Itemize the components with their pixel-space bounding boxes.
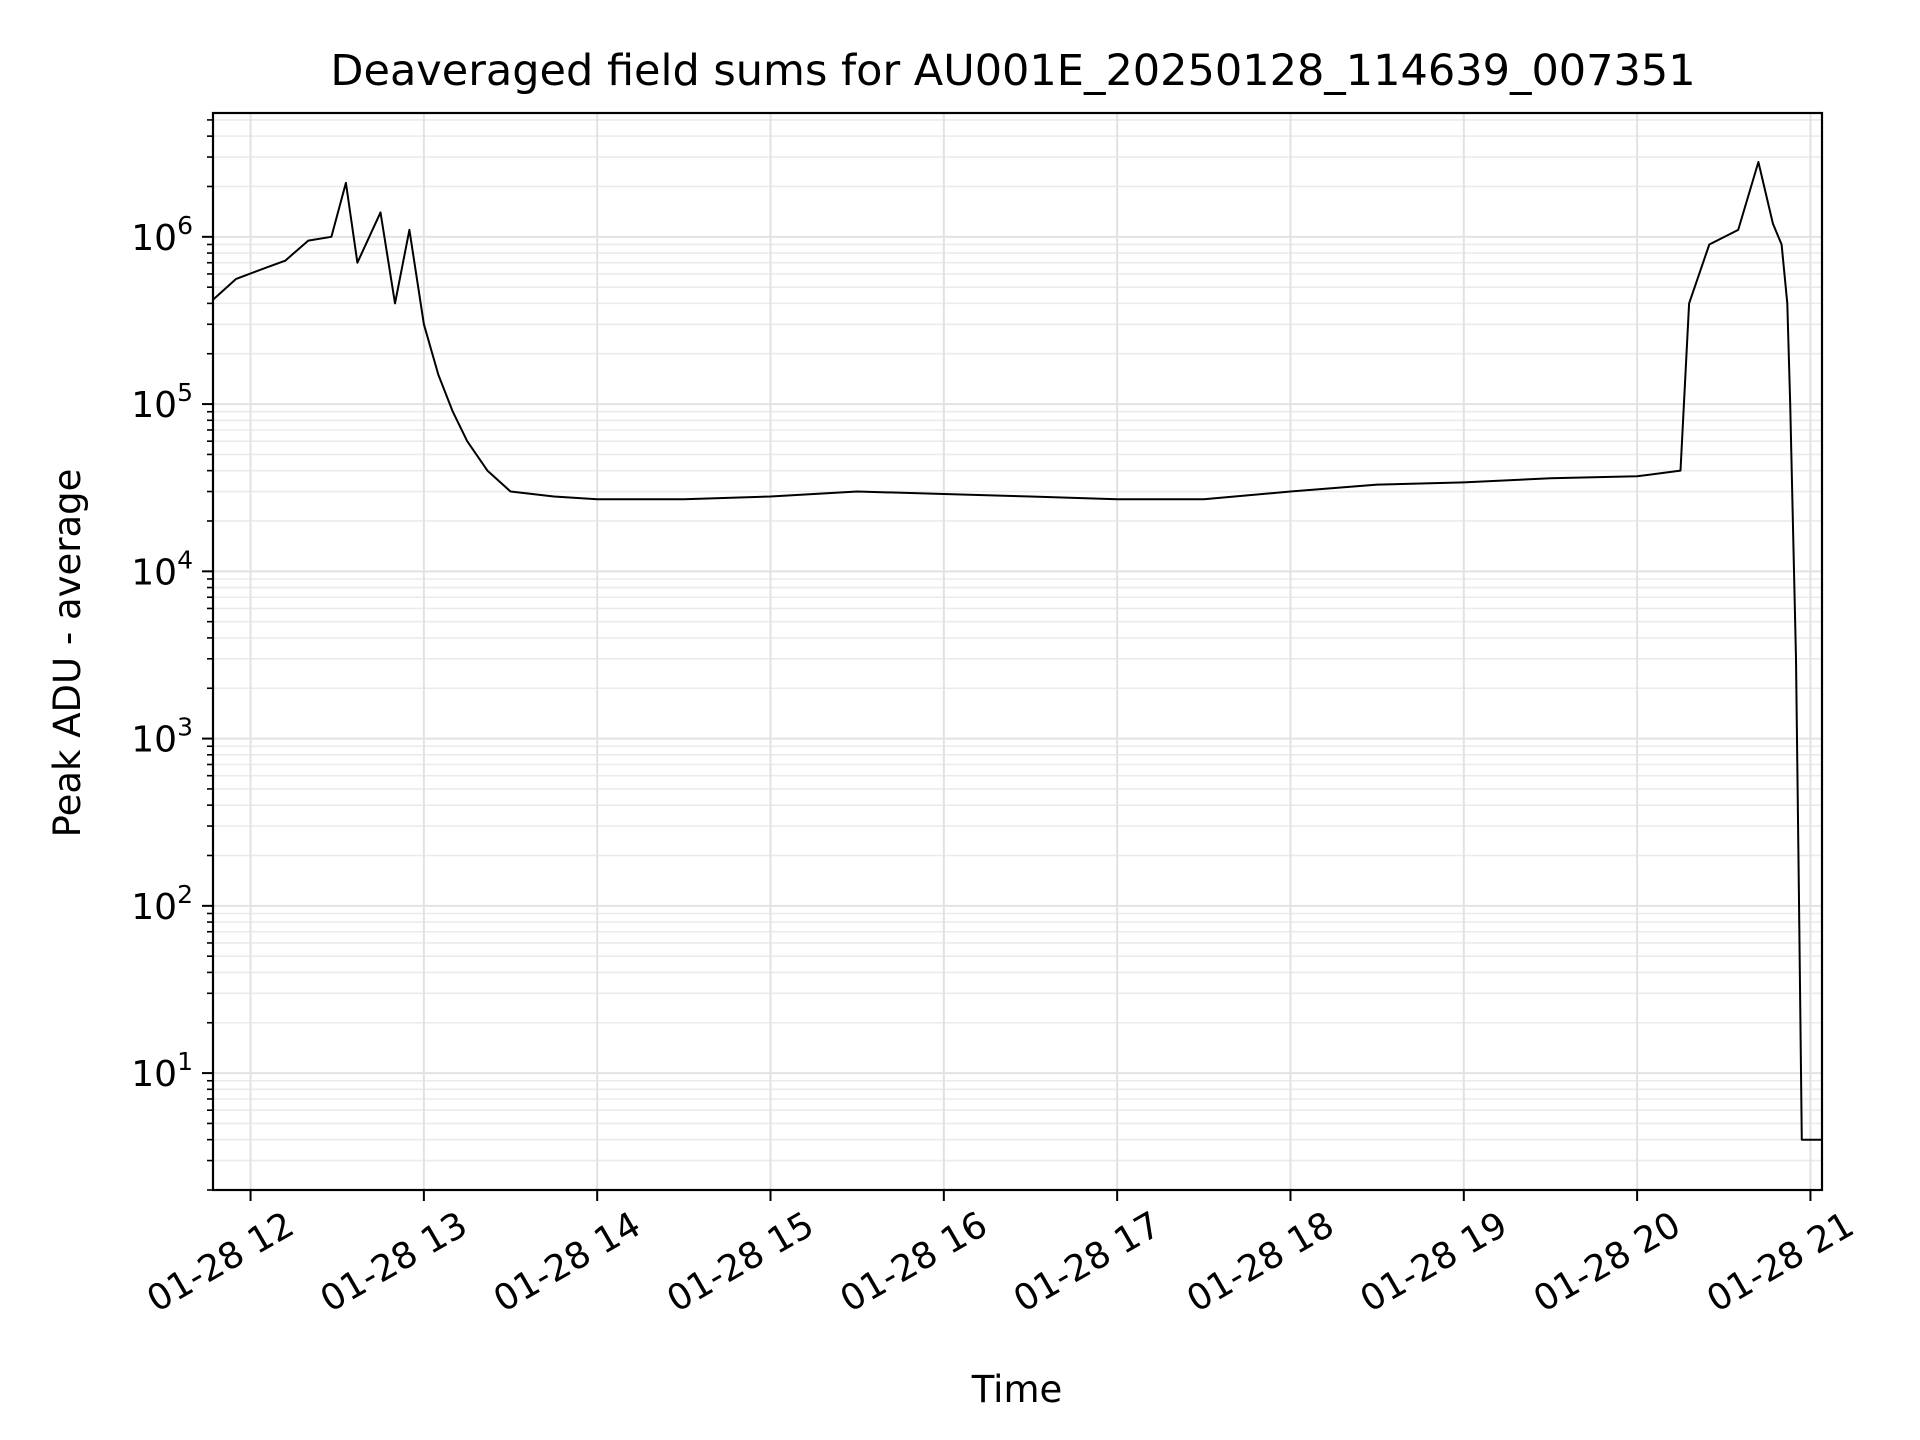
major-gridlines [213, 113, 1822, 1190]
series-group [212, 161, 1822, 1141]
y-tick-label: 102 [131, 880, 193, 928]
plot-frame [211, 111, 1824, 1192]
y-tick-label: 104 [131, 545, 193, 593]
y-tick-label: 105 [131, 378, 193, 426]
minor-gridlines [213, 119, 1822, 1191]
chart-title: Deaveraged field sums for AU001E_2025012… [330, 46, 1695, 96]
series-line [212, 161, 1822, 1141]
y-tick-label: 106 [131, 211, 193, 259]
y-axis-ticks: 101 102 103 104 105 106 [131, 119, 213, 1191]
x-axis-label: Time [971, 1368, 1063, 1411]
y-tick-label: 103 [131, 713, 193, 761]
y-tick-label: 101 [131, 1047, 193, 1095]
y-axis-label: Peak ADU - average [46, 469, 89, 838]
